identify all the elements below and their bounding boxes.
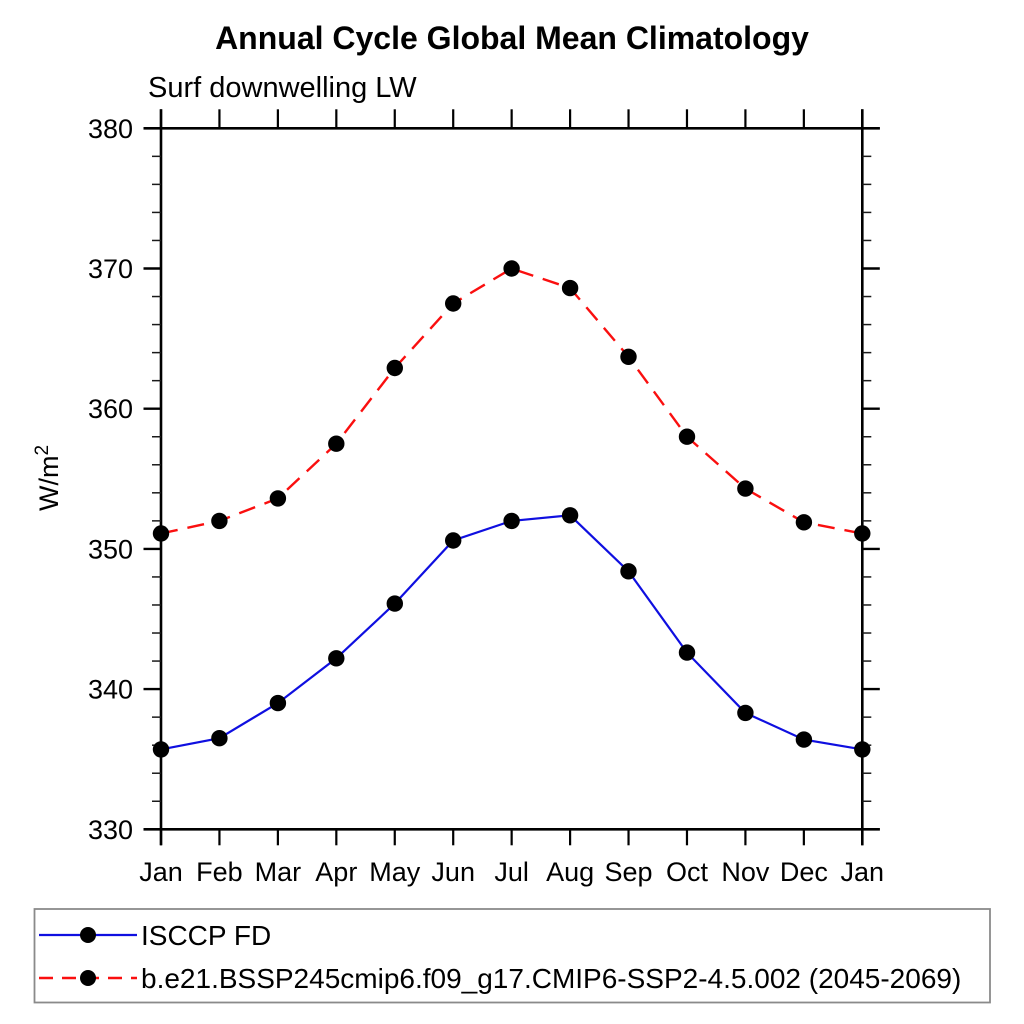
data-point [269,694,287,712]
y-tick-label: 370 [88,254,133,284]
data-point [678,644,696,661]
data-point [561,507,579,524]
data-point [795,514,813,531]
data-series [152,260,871,758]
legend-box [33,908,991,1004]
data-point [445,295,462,312]
data-point [854,741,871,758]
data-point [678,428,696,445]
legend-marker-isccp-fd [80,927,96,943]
series-line-1 [160,267,863,535]
data-point [386,359,403,377]
data-point [620,563,637,580]
y-tick-label: 360 [88,394,133,424]
data-point [737,704,754,722]
series-line-0 [160,514,863,751]
y-tick-label: 330 [88,815,133,845]
x-tick-label: Apr [315,857,357,887]
x-tick-label: Mar [255,857,302,887]
x-tick-label: Jul [494,857,529,887]
data-point [386,595,403,612]
x-tick-label: Jan [139,857,183,887]
y-axis-label: W/m2 [32,445,64,511]
data-point [152,741,170,758]
data-point [620,348,637,365]
x-tick-label: Oct [666,857,709,887]
data-point [445,532,462,549]
x-tick-label: Dec [780,857,828,887]
data-point [328,650,345,667]
data-point [561,279,579,297]
chart-subtitle: Surf downwelling LW [148,72,417,104]
x-tick-label: Jan [841,857,885,887]
data-point [737,480,754,497]
x-tick-label: Feb [196,857,243,887]
data-point [211,512,228,530]
x-tick-label: Jun [431,857,475,887]
legend-label-model: b.e21.BSSP245cmip6.f09_g17.CMIP6-SSP2-4.… [141,963,961,994]
data-point [211,730,228,747]
y-tick-label: 350 [88,534,133,564]
data-point [795,731,813,748]
legend-marker-model [80,970,96,986]
y-tick-label: 340 [88,675,133,705]
x-tick-label: May [369,857,421,887]
data-point [854,525,871,542]
x-tick-label: Sep [605,857,653,887]
x-tick-label: Nov [721,857,770,887]
chart-title: Annual Cycle Global Mean Climatology [215,20,809,56]
legend-label-isccp-fd: ISCCP FD [141,920,271,951]
x-tick-label: Aug [546,857,594,887]
data-point [269,490,287,507]
legend: ISCCP FD b.e21.BSSP245cmip6.f09_g17.CMIP… [33,908,991,1004]
data-point [503,260,520,277]
data-point [503,512,520,530]
plot-frame: 330 340 350 360 370 380 Jan Feb Mar Apr May Jun Jul A… [88,109,884,887]
data-point [152,525,170,542]
data-point [328,435,345,452]
y-tick-label: 380 [88,114,133,144]
